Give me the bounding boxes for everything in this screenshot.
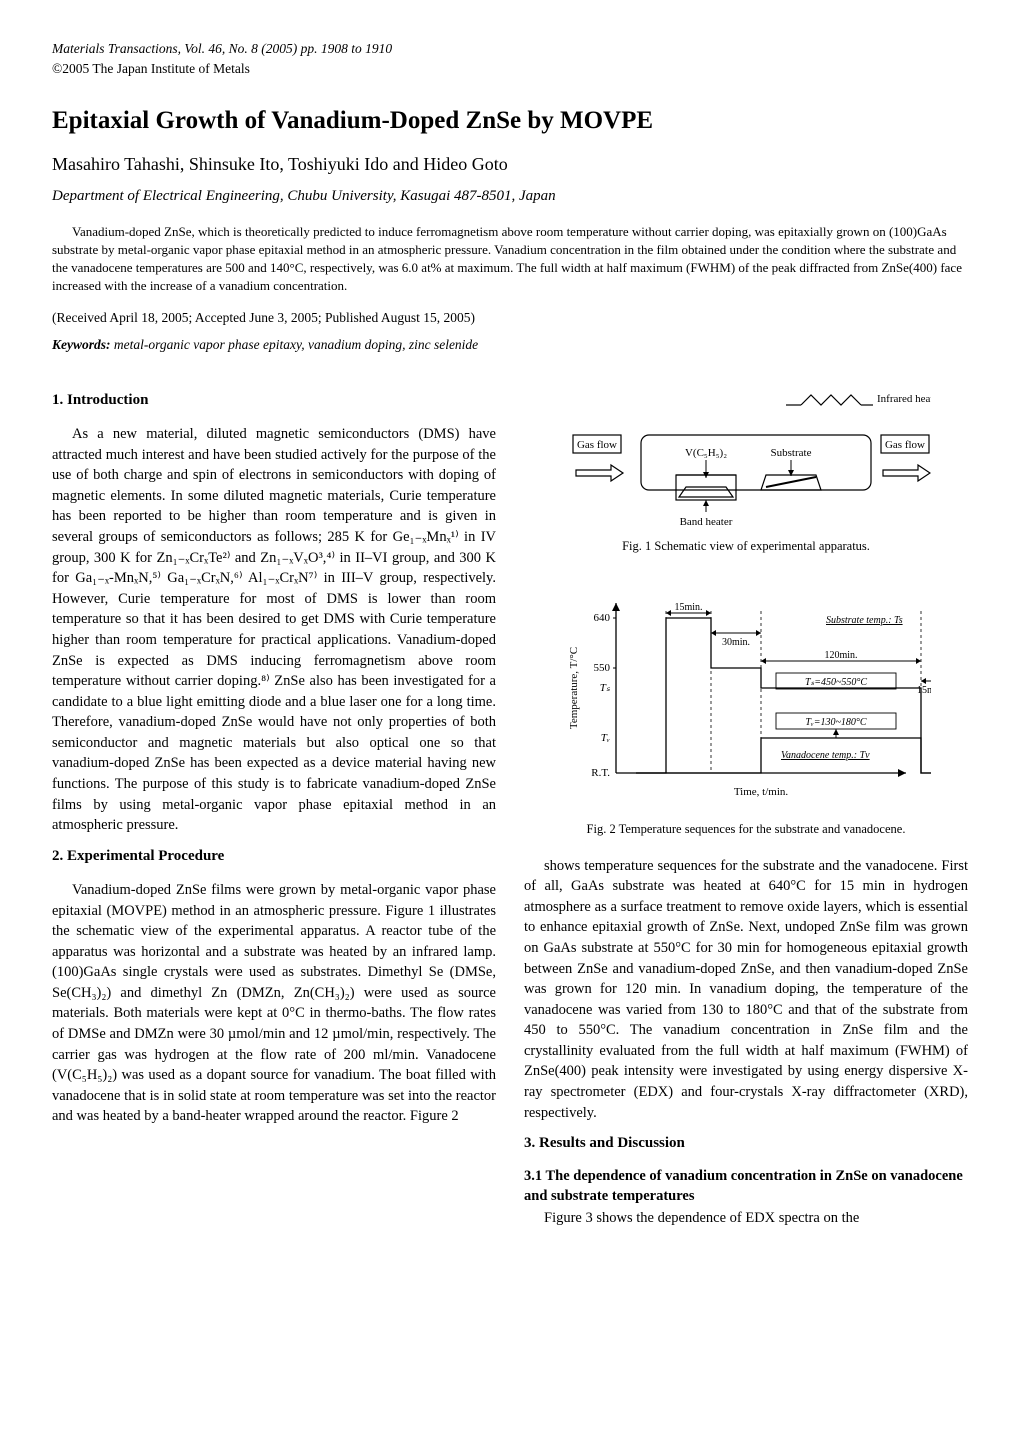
figure-2-svg: 640 550 Tₛ Tᵥ R.T. 15min. 30min. 120min. 15min. T… — [561, 573, 931, 813]
svg-text:30min.: 30min. — [722, 637, 750, 648]
svg-text:15min.: 15min. — [917, 685, 931, 696]
left-column: 1. Introduction As a new material, dilut… — [52, 380, 496, 1232]
right-column: Gas flow Gas flow V(C₅H₅)₂ Substrate Infrare… — [524, 380, 968, 1232]
publisher-line: ©2005 The Japan Institute of Metals — [52, 60, 968, 78]
section-1-heading: 1. Introduction — [52, 390, 496, 410]
two-column-layout: 1. Introduction As a new material, dilut… — [52, 380, 968, 1232]
svg-text:Gas flow: Gas flow — [885, 439, 925, 451]
svg-text:Tᵥ=130~180°C: Tᵥ=130~180°C — [805, 717, 867, 728]
svg-text:R.T.: R.T. — [591, 767, 610, 779]
svg-text:Tₛ=450~550°C: Tₛ=450~550°C — [805, 677, 867, 688]
svg-text:640: 640 — [594, 612, 611, 624]
right-body-continuation: shows temperature sequences for the subs… — [524, 856, 968, 1124]
svg-text:Vanadocene temp.: Tv: Vanadocene temp.: Tv — [781, 750, 870, 761]
figure-2: 640 550 Tₛ Tᵥ R.T. 15min. 30min. 120min. 15min. T… — [524, 573, 968, 813]
svg-text:Gas flow: Gas flow — [577, 439, 617, 451]
authors: Masahiro Tahashi, Shinsuke Ito, Toshiyuk… — [52, 152, 968, 176]
figure-1-caption: Fig. 1 Schematic view of experimental ap… — [524, 538, 968, 555]
received-line: (Received April 18, 2005; Accepted June … — [52, 309, 968, 327]
section-1-body: As a new material, diluted magnetic semi… — [52, 424, 496, 836]
svg-text:Tₛ: Tₛ — [600, 682, 611, 694]
svg-text:Time, t/min.: Time, t/min. — [734, 786, 789, 798]
affiliation: Department of Electrical Engineering, Ch… — [52, 186, 968, 206]
svg-text:Band heater: Band heater — [680, 516, 733, 528]
keywords: Keywords: metal-organic vapor phase epit… — [52, 336, 968, 354]
journal-line: Materials Transactions, Vol. 46, No. 8 (… — [52, 40, 968, 58]
svg-text:Substrate: Substrate — [771, 447, 812, 459]
section-3-heading: 3. Results and Discussion — [524, 1133, 968, 1153]
keywords-text: metal-organic vapor phase epitaxy, vanad… — [114, 337, 478, 352]
figure-1: Gas flow Gas flow V(C₅H₅)₂ Substrate Infrare… — [524, 380, 968, 530]
svg-text:Temperature, T/°C: Temperature, T/°C — [568, 647, 580, 729]
section-2-body: Vanadium-doped ZnSe films were grown by … — [52, 880, 496, 1127]
section-3-1-body: Figure 3 shows the dependence of EDX spe… — [524, 1208, 968, 1229]
svg-text:V(C₅H₅)₂: V(C₅H₅)₂ — [685, 447, 727, 459]
svg-text:550: 550 — [594, 662, 611, 674]
svg-text:Tᵥ: Tᵥ — [601, 732, 610, 744]
figure-1-svg: Gas flow Gas flow V(C₅H₅)₂ Substrate Infrare… — [561, 380, 931, 530]
figure-2-caption: Fig. 2 Temperature sequences for the sub… — [524, 821, 968, 838]
svg-text:Substrate temp.: Ts: Substrate temp.: Ts — [826, 615, 903, 626]
keywords-label: Keywords: — [52, 337, 111, 352]
svg-text:15min.: 15min. — [674, 602, 702, 613]
paper-title: Epitaxial Growth of Vanadium-Doped ZnSe … — [52, 104, 968, 138]
abstract: Vanadium-doped ZnSe, which is theoretica… — [52, 223, 968, 296]
section-2-heading: 2. Experimental Procedure — [52, 846, 496, 866]
svg-text:120min.: 120min. — [824, 650, 857, 661]
section-3-1-heading: 3.1 The dependence of vanadium concentra… — [524, 1167, 968, 1206]
svg-text:Infrared heater: Infrared heater — [877, 393, 931, 405]
